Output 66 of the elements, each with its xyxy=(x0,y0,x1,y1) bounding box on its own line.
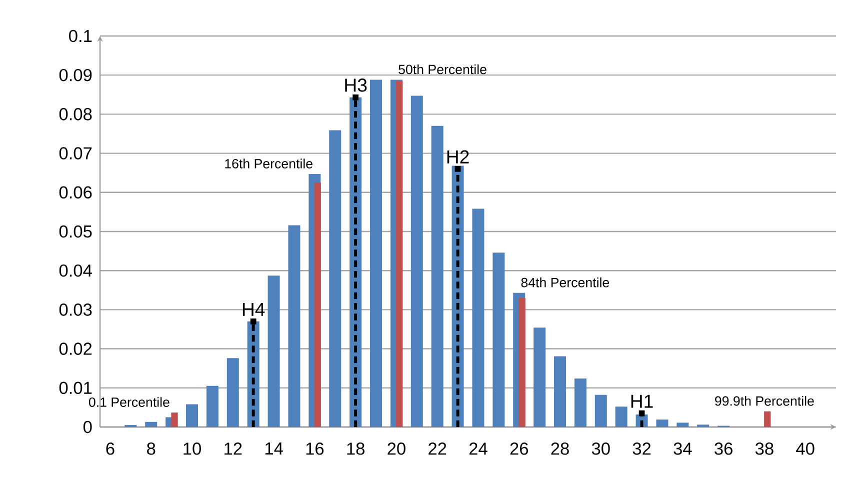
bar xyxy=(676,422,689,427)
annotation: 99.9th Percentile xyxy=(715,396,814,406)
bar xyxy=(370,80,382,427)
y-tick-label: 0.01 xyxy=(59,382,92,394)
point xyxy=(250,318,256,324)
y-tick-label: 0.06 xyxy=(59,186,92,199)
annotation: 0.1 Percentile xyxy=(88,397,170,407)
bar xyxy=(615,406,628,427)
x-tick-label: 8 xyxy=(147,442,156,455)
bar xyxy=(226,358,239,427)
x-tick-label: 6 xyxy=(106,442,114,455)
x-tick-label: 16 xyxy=(306,442,324,455)
y-tick-label: 0.03 xyxy=(59,304,92,316)
bar xyxy=(764,411,771,427)
y-tick-label: 0.1 xyxy=(69,30,92,42)
bar xyxy=(518,298,526,427)
bar xyxy=(396,80,403,427)
bar xyxy=(574,378,586,427)
x-tick-label: 38 xyxy=(755,442,774,455)
bar xyxy=(410,96,423,427)
bar xyxy=(656,420,668,427)
y-tick-label: 0.04 xyxy=(59,264,92,277)
x-tick-label: 18 xyxy=(347,442,364,455)
x-tick-label: 26 xyxy=(510,442,528,455)
y-tick-label: 0.09 xyxy=(59,68,92,82)
y-tick-label: 0.07 xyxy=(59,147,92,160)
x-tick-label: 10 xyxy=(184,442,201,455)
bar xyxy=(288,225,300,427)
bar xyxy=(206,386,218,427)
x-tick-label: 36 xyxy=(714,442,732,455)
y-tick-label: 0.05 xyxy=(59,225,92,238)
point xyxy=(454,166,461,172)
x-tick-label: 30 xyxy=(592,442,610,455)
x-tick-label: 14 xyxy=(265,442,283,454)
x-tick-label: 40 xyxy=(796,442,814,455)
annotation: H3 xyxy=(345,78,367,92)
bar xyxy=(492,252,505,427)
bar xyxy=(329,130,342,427)
x-tick-label: 24 xyxy=(469,442,488,455)
bar xyxy=(314,182,321,427)
bar xyxy=(554,356,566,427)
annotation: H1 xyxy=(631,394,653,408)
bar xyxy=(431,126,444,427)
annotation: H4 xyxy=(242,302,265,316)
x-tick-label: 32 xyxy=(632,442,651,455)
point xyxy=(352,94,358,100)
annotation: H2 xyxy=(447,150,469,164)
annotation: 84th Percentile xyxy=(521,277,610,288)
point xyxy=(638,410,645,416)
x-tick-label: 22 xyxy=(428,442,446,455)
annotation: 50th Percentile xyxy=(398,64,486,74)
bar xyxy=(594,394,607,427)
x-tick-label: 34 xyxy=(674,442,692,455)
y-tick-label: 0.08 xyxy=(59,108,92,120)
bar xyxy=(145,422,158,427)
annotation: 16th Percentile xyxy=(225,158,312,168)
bar xyxy=(186,404,198,427)
x-tick-label: 20 xyxy=(388,442,406,455)
bar xyxy=(268,276,280,427)
x-tick-label: 12 xyxy=(224,442,242,455)
y-tick-label: 0 xyxy=(83,420,92,434)
x-tick-label: 28 xyxy=(551,442,569,455)
bar xyxy=(171,412,178,427)
bar xyxy=(534,328,546,427)
bar xyxy=(472,208,484,427)
y-tick-label: 0.02 xyxy=(59,342,92,355)
